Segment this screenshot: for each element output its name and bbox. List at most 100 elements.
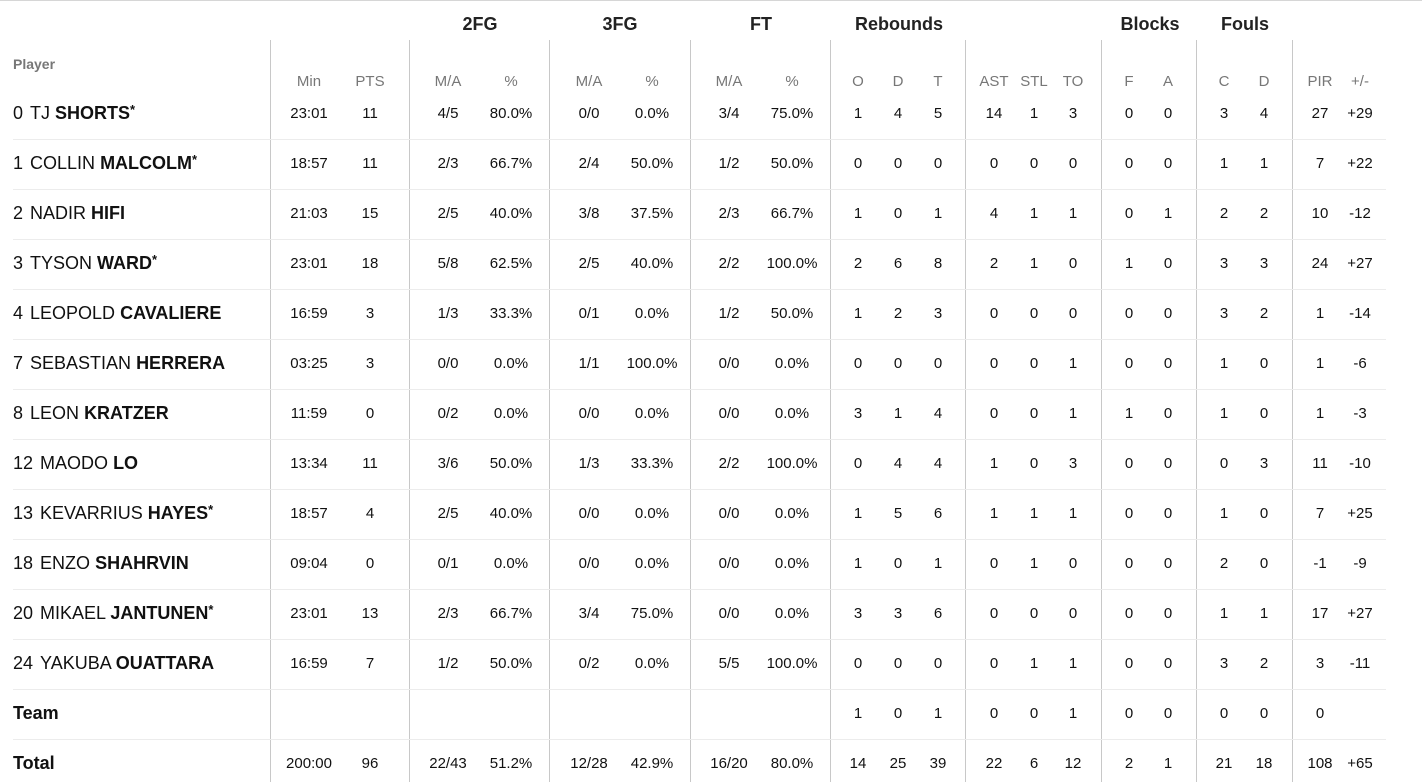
stat-stl: 0: [1029, 155, 1039, 172]
stat-foul_d: 3: [1259, 455, 1269, 472]
column-header-fg3_ma: M/A: [575, 73, 603, 90]
stat-ft_ma: 16/20: [710, 755, 748, 772]
stat-pts: 3: [365, 305, 375, 322]
stat-pir: 11: [1312, 455, 1328, 472]
stat-foul_c: 1: [1219, 605, 1229, 622]
starter-marker: *: [192, 152, 198, 167]
stat-fg3_pct: 33.3%: [630, 455, 674, 472]
row-separator: [13, 239, 1386, 240]
stat-ft_ma: 2/2: [718, 455, 740, 472]
player-name[interactable]: 3 TYSON WARD*: [13, 252, 158, 274]
player-name[interactable]: 1 COLLIN MALCOLM*: [13, 152, 198, 174]
stat-reb_d: 0: [893, 555, 903, 572]
stat-blk_a: 0: [1163, 155, 1173, 172]
row-separator: [13, 489, 1386, 490]
starter-marker: *: [152, 252, 158, 267]
stat-fg2_pct: 66.7%: [489, 605, 533, 622]
stat-fg3_ma: 0/2: [578, 655, 600, 672]
player-name[interactable]: 12 MAODO LO: [13, 453, 138, 474]
stat-ft_ma: 0/0: [718, 355, 740, 372]
stat-to: 3: [1068, 455, 1078, 472]
stat-reb_d: 25: [889, 755, 907, 772]
stat-blk_a: 0: [1163, 355, 1173, 372]
player-name[interactable]: 0 TJ SHORTS*: [13, 102, 135, 124]
stat-min: 23:01: [290, 255, 328, 272]
stat-fg2_pct: 40.0%: [489, 505, 533, 522]
stat-reb_d: 2: [893, 305, 903, 322]
stat-fg2_pct: 0.0%: [493, 405, 529, 422]
stat-pts: 4: [365, 505, 375, 522]
stat-fg2_pct: 50.0%: [489, 455, 533, 472]
stat-blk_f: 0: [1124, 555, 1134, 572]
stat-fg2_pct: 80.0%: [489, 105, 533, 122]
stat-fg3_ma: 1/3: [578, 455, 600, 472]
stat-fg3_ma: 2/4: [578, 155, 600, 172]
stat-min: 18:57: [290, 505, 328, 522]
player-name[interactable]: 13 KEVARRIUS HAYES*: [13, 502, 213, 524]
stat-fg2_pct: 50.0%: [489, 655, 533, 672]
player-number: 13: [13, 503, 34, 523]
player-name[interactable]: 4 LEOPOLD CAVALIERE: [13, 303, 221, 324]
stat-pir: 1: [1315, 405, 1325, 422]
column-header-reb_t: T: [933, 73, 943, 90]
stat-to: 1: [1068, 655, 1078, 672]
stat-ft_pct: 100.0%: [766, 655, 818, 672]
stat-blk_a: 0: [1163, 405, 1173, 422]
player-last-name: SHAHRVIN: [95, 553, 189, 573]
player-number: 12: [13, 453, 34, 473]
column-separator: [270, 40, 271, 782]
column-header-blk_a: A: [1162, 73, 1174, 90]
stat-ft_pct: 100.0%: [766, 455, 818, 472]
stat-fg2_ma: 0/1: [437, 555, 459, 572]
player-name[interactable]: 18 ENZO SHAHRVIN: [13, 553, 189, 574]
stat-blk_a: 1: [1163, 755, 1173, 772]
column-separator: [830, 40, 831, 782]
stat-reb_t: 4: [933, 455, 943, 472]
stat-reb_o: 1: [853, 205, 863, 222]
stat-min: 16:59: [290, 305, 328, 322]
stat-blk_f: 2: [1124, 755, 1134, 772]
stat-blk_a: 0: [1163, 555, 1173, 572]
player-name[interactable]: 7 SEBASTIAN HERRERA: [13, 353, 225, 374]
stat-ast: 0: [989, 605, 999, 622]
stat-pm: -11: [1349, 655, 1371, 672]
player-first-name: COLLIN: [30, 153, 96, 173]
stat-pm: -9: [1353, 555, 1367, 572]
stat-fg3_ma: 12/28: [570, 755, 608, 772]
stat-fg3_ma: 0/0: [578, 105, 600, 122]
stat-reb_d: 0: [893, 155, 903, 172]
stat-reb_d: 5: [893, 505, 903, 522]
stat-fg2_ma: 2/3: [437, 155, 459, 172]
player-number: 24: [13, 653, 34, 673]
stat-foul_d: 0: [1259, 405, 1269, 422]
column-header-fg3_pct: %: [645, 73, 659, 90]
column-header-pir: PIR: [1307, 73, 1333, 90]
player-name[interactable]: 2 NADIR HIFI: [13, 203, 125, 224]
stat-stl: 1: [1029, 555, 1039, 572]
stat-pm: -14: [1349, 305, 1371, 322]
stat-stl: 0: [1029, 355, 1039, 372]
player-last-name: WARD: [97, 253, 153, 273]
player-name[interactable]: 20 MIKAEL JANTUNEN*: [13, 602, 213, 624]
stat-blk_f: 0: [1124, 105, 1134, 122]
stat-fg2_ma: 5/8: [437, 255, 459, 272]
player-name[interactable]: 8 LEON KRATZER: [13, 403, 169, 424]
stat-to: 0: [1068, 255, 1078, 272]
stat-fg3_ma: 3/8: [578, 205, 600, 222]
stat-reb_o: 1: [853, 305, 863, 322]
stat-foul_d: 2: [1259, 655, 1269, 672]
column-separator: [1101, 40, 1102, 782]
stat-stl: 6: [1029, 755, 1039, 772]
stat-ast: 2: [989, 255, 999, 272]
column-separator: [1292, 40, 1293, 782]
column-header-ast: AST: [979, 73, 1009, 90]
stat-foul_d: 2: [1259, 205, 1269, 222]
player-last-name: OUATTARA: [115, 653, 215, 673]
player-name[interactable]: 24 YAKUBA OUATTARA: [13, 653, 214, 674]
stat-fg2_ma: 1/3: [437, 305, 459, 322]
stat-foul_d: 18: [1255, 755, 1273, 772]
stat-blk_a: 1: [1163, 205, 1173, 222]
stat-foul_c: 2: [1219, 555, 1229, 572]
stat-ft_pct: 100.0%: [766, 255, 818, 272]
stat-ft_ma: 1/2: [718, 155, 740, 172]
